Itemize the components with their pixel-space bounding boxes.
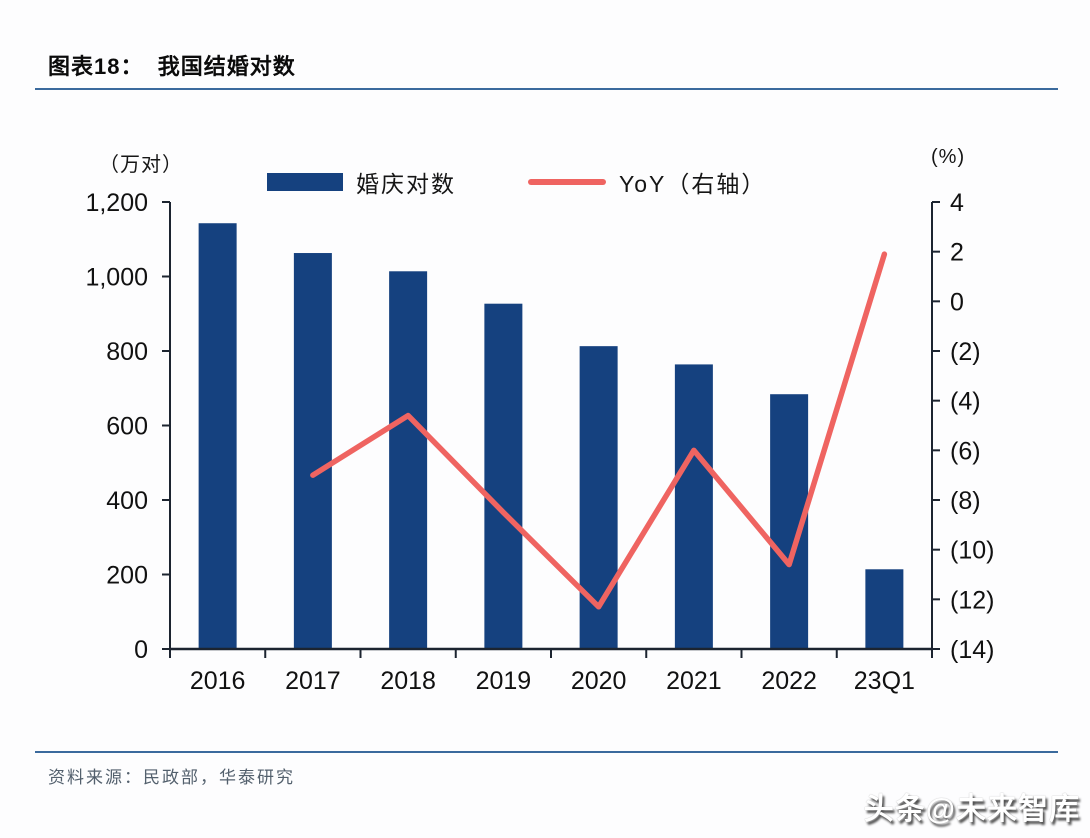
svg-text:400: 400 <box>106 487 148 515</box>
svg-text:23Q1: 23Q1 <box>854 667 915 695</box>
svg-text:(12): (12) <box>950 586 994 614</box>
watermark: 头条@未来智库 <box>863 793 1080 826</box>
figure-header: 图表18： 我国结婚对数 <box>35 38 1058 90</box>
svg-text:2016: 2016 <box>190 667 246 695</box>
svg-text:(14): (14) <box>950 636 994 664</box>
svg-text:(6): (6) <box>950 437 981 465</box>
yoy-series-label: YoY（右轴） <box>619 171 767 197</box>
svg-text:1,200: 1,200 <box>85 189 148 217</box>
left-axis-unit: （万对） <box>99 154 183 176</box>
right-axis-unit: (%) <box>931 146 966 168</box>
svg-text:1,000: 1,000 <box>85 264 148 292</box>
svg-text:800: 800 <box>106 338 148 366</box>
svg-text:0: 0 <box>950 288 964 316</box>
svg-text:2020: 2020 <box>571 667 627 695</box>
svg-text:2: 2 <box>950 239 964 267</box>
svg-text:2018: 2018 <box>380 667 436 695</box>
bar-series-swatch <box>267 173 343 191</box>
yoy-series-swatch <box>528 179 606 185</box>
bar-series-label: 婚庆对数 <box>356 171 456 197</box>
svg-text:2019: 2019 <box>476 667 532 695</box>
source-note: 资料来源：民政部，华泰研究 <box>48 768 295 787</box>
svg-text:600: 600 <box>106 413 148 441</box>
svg-text:2021: 2021 <box>666 667 722 695</box>
svg-text:(4): (4) <box>950 388 981 416</box>
svg-text:(10): (10) <box>950 537 994 565</box>
legend-item-bars: 婚庆对数 <box>267 166 456 198</box>
svg-text:2022: 2022 <box>761 667 817 695</box>
source-block: 资料来源：民政部，华泰研究 <box>35 751 1058 788</box>
svg-text:0: 0 <box>134 636 148 664</box>
svg-text:4: 4 <box>950 189 964 217</box>
svg-text:(2): (2) <box>950 338 981 366</box>
legend-item-yoy: YoY（右轴） <box>528 166 766 198</box>
svg-text:2017: 2017 <box>285 667 341 695</box>
figure-title: 图表18： 我国结婚对数 <box>48 54 296 79</box>
svg-text:(8): (8) <box>950 487 981 515</box>
svg-text:200: 200 <box>106 562 148 590</box>
